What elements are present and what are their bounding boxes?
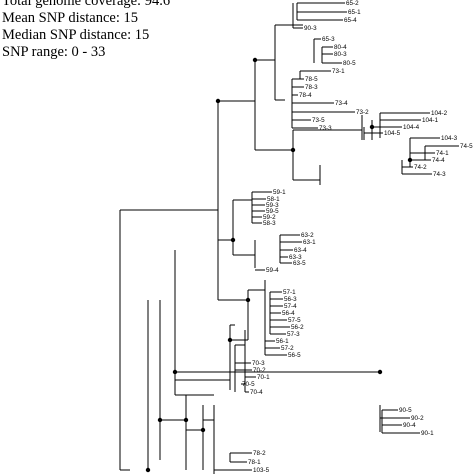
tip-labels: 65-2 65-165-4 90-3 65-380-480-3 80-573-1 78-5… <box>242 0 473 474</box>
tip-label: 90-3 <box>304 25 317 32</box>
tip-label: 70-3 <box>252 360 265 367</box>
tip-label: 57-2 <box>281 345 294 352</box>
tip-label: 56-1 <box>276 338 289 345</box>
tip-label: 57-5 <box>288 317 301 324</box>
tip-label: 65-4 <box>344 17 357 24</box>
support-node <box>172 369 178 375</box>
tip-label: 57-1 <box>283 289 296 296</box>
tip-label: 78-5 <box>305 76 318 83</box>
tip-label: 73-5 <box>312 117 325 124</box>
tip-label: 63-4 <box>294 247 307 254</box>
tip-label: 78-1 <box>248 459 261 466</box>
tip-label: 58-3 <box>263 220 276 227</box>
tip-label: 78-2 <box>253 450 266 457</box>
support-node <box>215 98 221 104</box>
tip-label: 56-2 <box>291 324 304 331</box>
tip-label: 74-5 <box>460 143 473 150</box>
tip-label: 65-2 <box>346 0 359 7</box>
tip-label: 56-5 <box>288 352 301 359</box>
tip-label: 80-4 <box>334 44 347 51</box>
tip-label: 104-1 <box>422 117 439 124</box>
tip-label: 65-1 <box>348 9 361 16</box>
support-node <box>407 157 413 163</box>
tip-label: 74-4 <box>432 157 445 164</box>
support-node <box>290 147 296 153</box>
tip-label: 56-4 <box>282 310 295 317</box>
tip-label: 73-1 <box>332 68 345 75</box>
tip-label: 70-4 <box>250 389 263 396</box>
support-node <box>145 467 151 473</box>
tip-label: 90-5 <box>399 407 412 414</box>
tip-label: 63-5 <box>293 260 306 267</box>
tip-label: 63-3 <box>289 254 302 261</box>
tip-label: 70-2 <box>253 367 266 374</box>
tip-label: 90-2 <box>411 415 424 422</box>
tip-label: 103-5 <box>253 467 270 474</box>
tip-label: 57-4 <box>284 303 297 310</box>
tip-label: 59-5 <box>266 208 279 215</box>
support-node <box>377 369 383 375</box>
tip-label: 78-4 <box>299 92 312 99</box>
tip-label: 74-3 <box>433 171 446 178</box>
mean-snp-stat: Mean SNP distance: 15 <box>2 10 138 26</box>
support-node <box>183 417 189 423</box>
support-node <box>227 337 233 343</box>
support-node <box>157 417 163 423</box>
median-snp-stat: Median SNP distance: 15 <box>2 27 150 43</box>
tip-label: 90-1 <box>421 430 434 437</box>
support-node <box>200 427 206 433</box>
tip-label: 59-4 <box>266 267 279 274</box>
coverage-stat: Total genome coverage: 94.6 <box>2 0 171 9</box>
tree-branches <box>119 2 459 474</box>
tip-label: 78-3 <box>305 84 318 91</box>
tip-label: 104-5 <box>384 130 401 137</box>
tip-label: 70-1 <box>257 374 270 381</box>
support-node <box>230 237 236 243</box>
tip-label: 74-2 <box>414 164 427 171</box>
tip-label: 104-4 <box>403 124 420 131</box>
tip-label: 57-3 <box>287 331 300 338</box>
support-node <box>252 57 258 63</box>
tip-label: 56-3 <box>284 296 297 303</box>
support-node <box>369 124 375 130</box>
tip-label: 59-3 <box>266 202 279 209</box>
tip-label: 104-2 <box>431 110 448 117</box>
tip-label: 73-4 <box>335 100 348 107</box>
tip-label: 63-1 <box>303 239 316 246</box>
tip-label: 74-1 <box>436 150 449 157</box>
tip-label: 65-3 <box>322 36 335 43</box>
tip-label: 59-1 <box>273 189 286 196</box>
stats-panel: Total genome coverage: 94.6 Mean SNP dis… <box>2 0 202 60</box>
tip-label: 104-3 <box>441 135 458 142</box>
tip-label: 59-2 <box>263 214 276 221</box>
tree-nodes <box>145 57 413 473</box>
tip-label: 73-3 <box>319 125 332 132</box>
tip-label: 80-3 <box>334 51 347 58</box>
tip-label: 70-5 <box>242 381 255 388</box>
support-node <box>245 297 251 303</box>
tip-label: 58-1 <box>267 196 280 203</box>
tip-label: 63-2 <box>301 232 314 239</box>
tip-label: 73-2 <box>356 109 369 116</box>
snp-range-stat: SNP range: 0 - 33 <box>2 44 106 60</box>
tip-label: 90-4 <box>403 422 416 429</box>
tip-label: 80-5 <box>343 60 356 67</box>
